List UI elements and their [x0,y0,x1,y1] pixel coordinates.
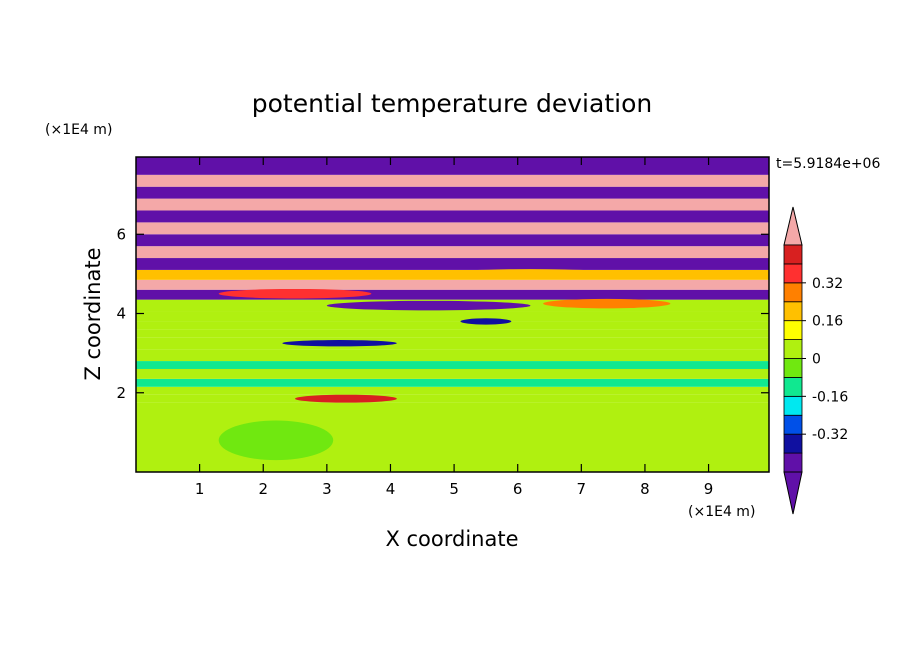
colorbar-swatch [783,358,803,378]
x-tick-label: 8 [640,480,650,498]
x-tick-label: 7 [577,480,587,498]
field-band-22 [136,174,769,187]
x-tick-label: 5 [449,480,459,498]
colorbar-label: 0.32 [812,276,843,292]
colorbar-swatch [783,339,803,359]
x-tick-label: 2 [258,480,268,498]
plot-area [136,157,769,472]
colorbar-swatch [783,320,803,340]
field-blob-1 [218,420,334,461]
y-axis: 2 4 6 [116,225,769,402]
field-blob-3 [511,420,652,461]
colorbar-label: -0.16 [812,389,848,405]
y-tick-label: 2 [116,384,126,402]
colorbar-swatch [783,452,803,473]
field-band-7 [136,337,769,350]
colorbar-label: -0.32 [812,427,848,443]
colorbar-swatch [783,414,803,435]
field-band-18 [136,222,769,235]
colorbar-label: 0.16 [812,314,843,330]
field-blob-2 [396,416,486,457]
field-blob-8 [326,300,531,311]
colorbar-swatch [783,282,803,303]
x-tick-label: 9 [704,480,714,498]
field-band-15 [136,258,769,270]
field-blob-9 [543,298,671,309]
field-blob-7 [460,318,512,325]
field-band-9 [136,321,769,330]
field-blob-0 [142,420,206,453]
x-tick-label: 4 [386,480,396,498]
time-label: t=5.9184e+06 [776,156,880,172]
plot-frame [135,156,770,473]
field-band-16 [136,246,769,259]
colorbar-swatch [783,263,803,284]
field-band-8 [136,329,769,338]
colorbar-swatch [783,395,803,416]
field-band-5 [136,361,769,369]
colorbar-swatch [783,244,803,265]
x-axis: 1 2 3 4 5 6 7 8 9 [195,157,713,498]
field-band-3 [136,378,769,387]
field-blob-5 [295,394,397,403]
field-blob-11 [441,269,620,279]
field-band-6 [136,349,769,362]
field-band-13 [136,279,769,290]
colorbar-over-triangle [783,206,803,246]
y-tick-label: 6 [116,225,126,243]
colorbar-swatch [783,377,803,397]
field-band-4 [136,368,769,379]
colorbar: -0.32 -0.16 0 0.16 0.32 [783,206,848,515]
field-band-21 [136,186,769,199]
field-band-23 [136,157,769,175]
y-tick-label: 4 [116,305,126,323]
field-band-19 [136,210,769,223]
colorbar-label: 0 [812,352,821,368]
field-band-1 [136,394,769,403]
colorbar-under-triangle [783,471,803,515]
field-band-12 [136,289,769,300]
colorbar-swatch [783,433,803,454]
colorbar-swatch [783,301,803,322]
field-blob-10 [218,288,372,299]
field-band-17 [136,234,769,247]
field-band-10 [136,311,769,322]
x-tick-label: 3 [322,480,332,498]
field-band-20 [136,198,769,211]
y-axis-label: Z coordinate [81,247,105,380]
y-unit-label: (×1E4 m) [45,122,112,138]
x-unit-label: (×1E4 m) [688,504,755,520]
field-blob-6 [282,340,397,347]
chart-title: potential temperature deviation [252,89,652,118]
x-tick-label: 1 [195,480,205,498]
field-blob-4 [683,416,760,457]
x-axis-label: X coordinate [385,527,518,551]
x-tick-label: 6 [513,480,523,498]
field-band-2 [136,386,769,395]
